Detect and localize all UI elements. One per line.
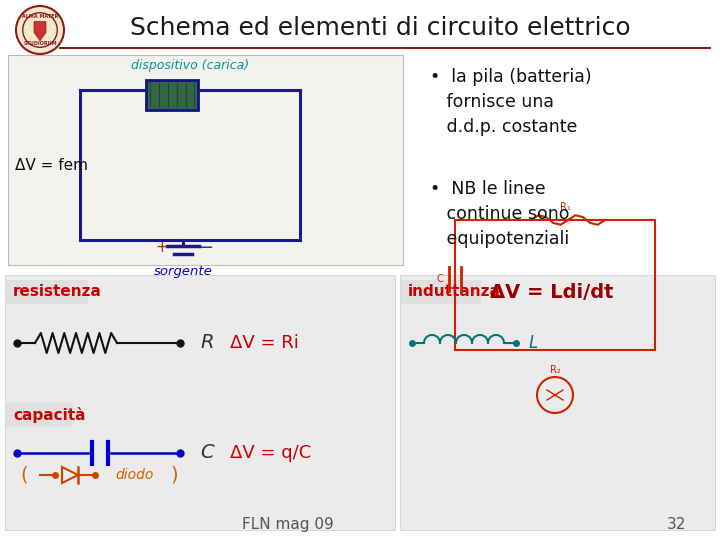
Text: L: L xyxy=(529,334,539,352)
Bar xyxy=(400,275,715,530)
Text: ΔV = Ri: ΔV = Ri xyxy=(230,334,299,352)
Text: ΔV = q/C: ΔV = q/C xyxy=(230,444,311,462)
Text: STUDIORUM: STUDIORUM xyxy=(23,40,57,46)
Text: resistenza: resistenza xyxy=(13,285,102,300)
Text: ΔV = fem: ΔV = fem xyxy=(15,158,88,172)
FancyBboxPatch shape xyxy=(401,280,481,304)
Text: •  NB le linee
   continue sono
   equipotenziali: • NB le linee continue sono equipotenzia… xyxy=(430,180,570,248)
Text: C: C xyxy=(436,273,444,284)
Text: ALMA MATER: ALMA MATER xyxy=(22,14,58,19)
Text: R₂: R₂ xyxy=(549,365,560,375)
Text: C: C xyxy=(200,443,214,462)
Text: diodo: diodo xyxy=(115,468,153,482)
Text: Schema ed elementi di circuito elettrico: Schema ed elementi di circuito elettrico xyxy=(130,16,630,40)
Text: capacità: capacità xyxy=(13,407,86,423)
FancyBboxPatch shape xyxy=(6,403,73,427)
Polygon shape xyxy=(34,22,46,41)
Text: ΔV = Ldi/dt: ΔV = Ldi/dt xyxy=(490,282,613,301)
Bar xyxy=(5,275,395,530)
FancyBboxPatch shape xyxy=(146,80,199,110)
FancyBboxPatch shape xyxy=(6,280,88,304)
Text: FLN mag 09: FLN mag 09 xyxy=(242,517,334,532)
Bar xyxy=(8,55,403,265)
Text: R: R xyxy=(200,334,214,353)
Text: sorgente: sorgente xyxy=(154,266,213,279)
Text: •  la pila (batteria)
   fornisce una
   d.d.p. costante: • la pila (batteria) fornisce una d.d.p.… xyxy=(430,68,592,136)
Text: dispositivo (carica): dispositivo (carica) xyxy=(131,58,249,71)
Text: induttanza: induttanza xyxy=(408,285,501,300)
Text: ): ) xyxy=(170,465,178,484)
Text: (: ( xyxy=(20,465,27,484)
Text: 32: 32 xyxy=(667,517,686,532)
Text: R₁: R₁ xyxy=(559,202,570,212)
Circle shape xyxy=(16,6,64,54)
Text: −: − xyxy=(198,239,213,257)
Text: +: + xyxy=(155,240,168,255)
